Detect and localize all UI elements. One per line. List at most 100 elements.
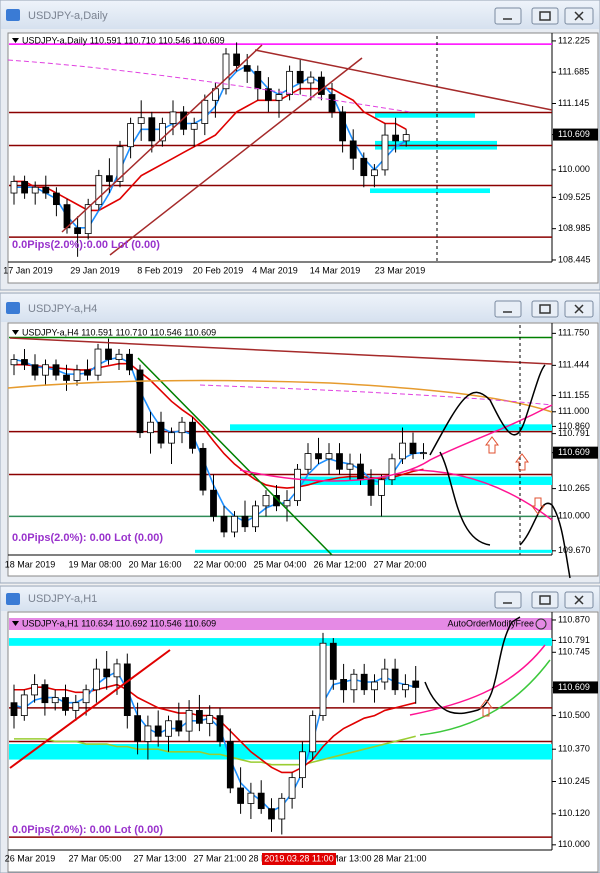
- x-tick-label: 23 Mar 2019: [375, 265, 426, 275]
- y-tick-label: 109.670: [558, 545, 591, 555]
- menu-triangle: [12, 38, 19, 43]
- candle-body: [73, 369, 81, 381]
- candle-body: [226, 741, 234, 789]
- y-tick-label: 111.444: [558, 360, 589, 370]
- x-tick-label: 28 Mar 13:00: [318, 853, 371, 863]
- candle-body: [115, 353, 123, 360]
- candle-body: [275, 94, 283, 101]
- x-tick-label: 20 Mar 16:00: [128, 559, 181, 569]
- y-tick-label: 110.500: [558, 710, 590, 720]
- candle-body: [329, 642, 337, 680]
- x-tick-label: 14 Mar 2019: [310, 265, 361, 275]
- candle-body: [420, 452, 427, 455]
- candle-body: [190, 123, 198, 130]
- candle-body: [10, 181, 18, 194]
- chart-pane: [9, 42, 552, 257]
- candle-body: [82, 689, 90, 704]
- x-tick-label: 27 Mar 13:00: [133, 853, 186, 863]
- y-tick-label: 110.791: [558, 635, 590, 645]
- arrow-up-signal: [479, 699, 493, 717]
- trend-line: [9, 337, 553, 365]
- labels: USDJPY-a,Daily 112.225 111.685 111.145 110.6…: [3, 10, 598, 865]
- maximize-button[interactable]: [531, 591, 559, 609]
- candle-body: [178, 421, 186, 434]
- current-price-box: [553, 681, 598, 694]
- x-tick-label: 18 Mar 2019: [5, 559, 56, 569]
- chart-pane: [9, 336, 552, 553]
- trend-line: [9, 649, 171, 769]
- window-icons: [6, 9, 20, 605]
- candle-body: [399, 442, 406, 460]
- candle-body: [220, 515, 228, 533]
- x-tick-label: 25 Mar 04:00: [253, 559, 306, 569]
- y-tick-label: 110.609: [558, 682, 590, 692]
- price-zone: [195, 549, 552, 553]
- y-tick-label: 112.225: [558, 35, 590, 45]
- candle-body: [216, 715, 224, 742]
- price-zone: [300, 476, 552, 485]
- y-tick-label: 110.860: [558, 421, 590, 431]
- moving-average: [14, 362, 424, 489]
- candle-body: [210, 489, 217, 517]
- candle-body: [264, 88, 272, 101]
- time-marker-box: [262, 853, 336, 865]
- x-tick-label: 26 Mar 12:00: [313, 559, 366, 569]
- price-zone: [375, 111, 475, 118]
- trend-line: [137, 357, 333, 556]
- candle-body: [123, 663, 131, 717]
- candle-body: [74, 227, 81, 235]
- candle-body: [157, 421, 165, 444]
- moving-average: [14, 87, 407, 212]
- price-zone: [9, 638, 552, 646]
- y-tick-label: 110.745: [558, 647, 590, 657]
- candle-body: [286, 70, 294, 95]
- maximize-button[interactable]: [531, 300, 559, 318]
- candle-body: [95, 175, 103, 206]
- candle-body: [168, 432, 175, 444]
- candle-body: [294, 468, 301, 502]
- minimize-button[interactable]: [494, 300, 522, 318]
- moving-average: [14, 683, 416, 774]
- candle-body: [51, 697, 59, 704]
- candle-body: [401, 684, 409, 691]
- y-tick-label: 110.245: [558, 776, 590, 786]
- y-tick-label: 111.145: [558, 98, 589, 108]
- indicator-line: [409, 644, 546, 716]
- candle-body: [103, 668, 111, 678]
- candle-body: [262, 495, 270, 507]
- y-tick-label: 110.609: [558, 447, 590, 457]
- close-indicator-button[interactable]: [535, 618, 547, 630]
- x-tick-label: 26 Mar 2019: [5, 853, 56, 863]
- candle-body: [134, 715, 142, 742]
- candle-body: [237, 787, 245, 804]
- hand-drawn-path: [519, 502, 571, 579]
- candle-body: [63, 374, 70, 381]
- candle-body: [62, 697, 69, 711]
- charts: [9, 42, 552, 838]
- candle-body: [412, 680, 420, 688]
- candle-body: [268, 808, 275, 820]
- y-tick-label: 108.445: [558, 254, 591, 264]
- candle-body: [63, 204, 71, 229]
- candle-body: [222, 53, 230, 90]
- chart-info: USDJPY-a,Daily 110.591 110.710 110.546 1…: [22, 35, 225, 45]
- candle-body: [31, 364, 39, 376]
- chart-pane: [9, 632, 552, 838]
- candle-body: [206, 715, 214, 724]
- candle-body: [21, 181, 29, 194]
- price-zone: [370, 188, 490, 194]
- lot-annotation: 0.0Pips(2.0%): 0.00 Lot (0.00): [12, 532, 163, 544]
- candle-body: [392, 134, 400, 142]
- minimize-button[interactable]: [494, 7, 522, 25]
- minimize-button[interactable]: [494, 591, 522, 609]
- arrow-up-signal: [485, 436, 529, 471]
- candle-body: [346, 463, 354, 470]
- x-tick-label: 27 Mar 05:00: [68, 853, 121, 863]
- candle-body: [195, 710, 203, 724]
- candle-body: [340, 679, 348, 691]
- indicator-line: [7, 59, 411, 113]
- candle-body: [201, 99, 209, 124]
- chart-info: USDJPY-a,H1 110.634 110.692 110.546 110.…: [22, 618, 216, 628]
- maximize-button[interactable]: [531, 7, 559, 25]
- candle-body: [147, 421, 154, 434]
